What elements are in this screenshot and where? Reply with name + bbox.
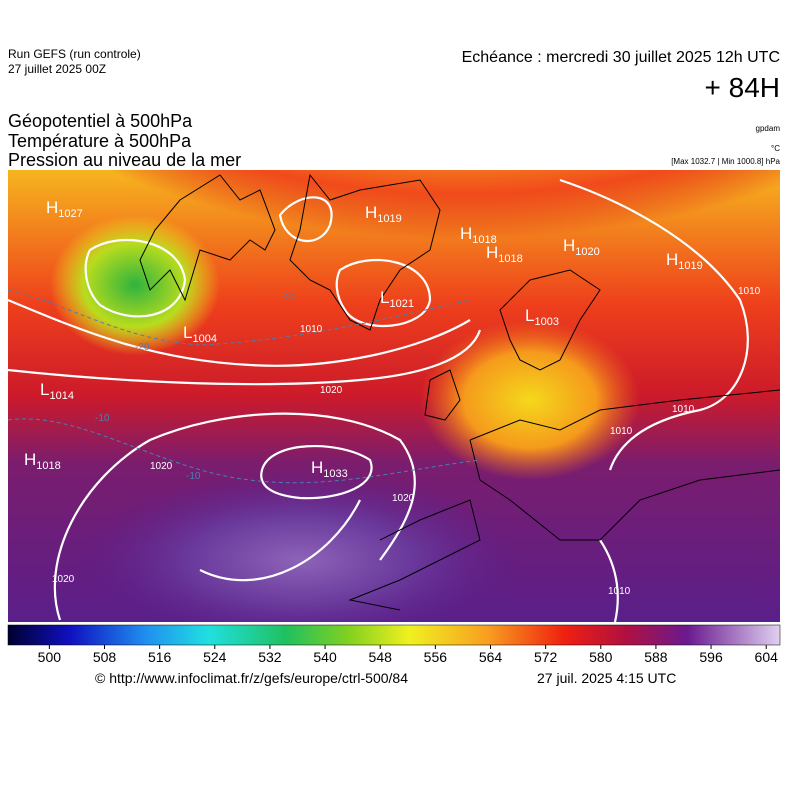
temperature-label: -10 xyxy=(95,413,110,424)
colorbar-tick-label: 548 xyxy=(369,649,393,665)
center-type: H xyxy=(311,458,323,477)
isobar-label: 1010 xyxy=(300,324,323,335)
center-pressure: 1018 xyxy=(472,234,496,246)
center-pressure: 1018 xyxy=(498,253,522,265)
unit: [Max 1032.7 | Min 1000.8] hPa xyxy=(671,157,780,166)
center-type: L xyxy=(40,380,49,399)
center-pressure: 1021 xyxy=(389,298,413,310)
pressure-center: H1019 xyxy=(666,250,703,272)
center-pressure: 1004 xyxy=(192,333,216,345)
colorbar-tick-label: 532 xyxy=(258,649,282,665)
run: Run GEFS (run controle) xyxy=(8,47,141,61)
isobar-label: 1020 xyxy=(52,574,75,585)
run-date: 27 juillet 2025 00Z xyxy=(8,62,106,76)
isobar-label: 1010 xyxy=(672,404,695,415)
colorbar-tick-label: 508 xyxy=(93,649,117,665)
isobar-label: 1020 xyxy=(392,493,415,504)
field-title: Géopotentiel à 500hPa xyxy=(8,111,193,131)
center-type: H xyxy=(24,450,36,469)
center-pressure: 1003 xyxy=(534,316,558,328)
isobar-label: 1010 xyxy=(738,286,761,297)
center-type: H xyxy=(486,243,498,262)
center-pressure: 1018 xyxy=(36,460,60,472)
colorbar-tick-label: 604 xyxy=(755,649,779,665)
center-type: H xyxy=(365,203,377,222)
colorbar-tick-label: 588 xyxy=(644,649,668,665)
colorbar-tick-label: 596 xyxy=(699,649,723,665)
center-pressure: 1027 xyxy=(58,208,82,220)
colorbar-tick-label: 580 xyxy=(589,649,613,665)
colorbar-tick-label: 500 xyxy=(38,649,62,665)
generated: 27 juil. 2025 4:15 UTC xyxy=(537,670,676,686)
colorbar-tick-label: 564 xyxy=(479,649,503,665)
center-pressure: 1014 xyxy=(49,390,73,402)
pressure-center: H1018 xyxy=(24,450,61,472)
center-type: H xyxy=(46,198,58,217)
center-type: H xyxy=(666,250,678,269)
center-type: L xyxy=(183,323,192,342)
field-title: Pression au niveau de la mer xyxy=(8,150,241,170)
colorbar-tick-label: 516 xyxy=(148,649,172,665)
pressure-center: H1027 xyxy=(46,198,83,220)
isobar-label: 1010 xyxy=(610,426,633,437)
isobar-label: 1020 xyxy=(320,385,343,396)
center-pressure: 1019 xyxy=(678,260,702,272)
pressure-center: H1018 xyxy=(486,243,523,265)
temperature-label: -20 xyxy=(135,342,150,353)
lead-time: + 84H xyxy=(705,72,781,103)
pressure-center: L1003 xyxy=(525,306,559,328)
temperature-label: -20 xyxy=(282,292,297,303)
pressure-center: H1020 xyxy=(563,236,600,258)
pressure-center: L1004 xyxy=(183,323,217,345)
pressure-center: H1018 xyxy=(460,224,497,246)
colorbar-tick-label: 572 xyxy=(534,649,558,665)
colorbar-tick-label: 524 xyxy=(203,649,227,665)
unit: gpdam xyxy=(756,124,781,133)
pressure-center: L1021 xyxy=(380,288,414,310)
echeance: Echéance : mercredi 30 juillet 2025 12h … xyxy=(462,49,780,66)
center-pressure: 1020 xyxy=(575,246,599,258)
center-type: L xyxy=(380,288,389,307)
isobar-label: 1010 xyxy=(608,586,631,597)
unit: °C xyxy=(771,144,780,153)
temperature-label: -10 xyxy=(186,471,201,482)
colorbar-tick-label: 540 xyxy=(313,649,337,665)
field-title: Température à 500hPa xyxy=(8,131,192,151)
center-type: H xyxy=(460,224,472,243)
source: © http://www.infoclimat.fr/z/gefs/europe… xyxy=(95,670,408,686)
center-pressure: 1033 xyxy=(323,468,347,480)
center-type: H xyxy=(563,236,575,255)
pressure-center: H1019 xyxy=(365,203,402,225)
colorbar xyxy=(7,624,781,646)
center-pressure: 1019 xyxy=(377,213,401,225)
pressure-center: L1014 xyxy=(40,380,74,402)
isobar-label: 1020 xyxy=(150,461,173,472)
pressure-center: H1033 xyxy=(311,458,348,480)
colorbar-tick-label: 556 xyxy=(424,649,448,665)
center-type: L xyxy=(525,306,534,325)
